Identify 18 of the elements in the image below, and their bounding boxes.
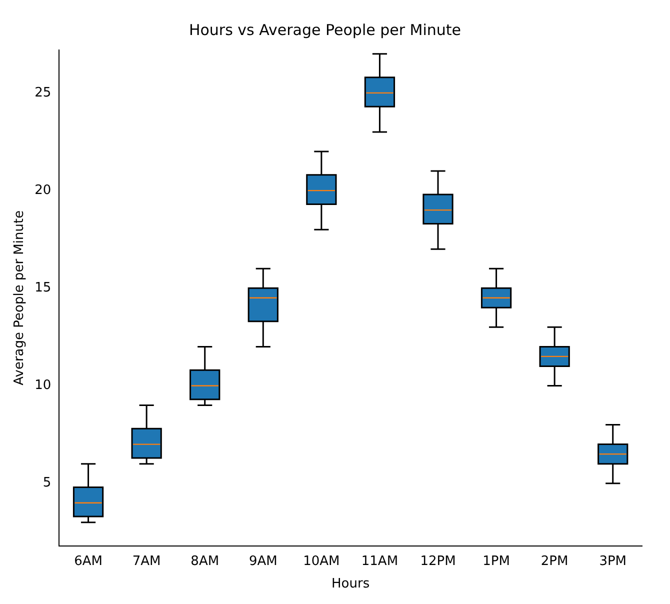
y-tick-label: 10 [34,378,52,394]
x-axis-title: Hours [332,576,370,592]
x-tick-label: 6AM [74,554,102,569]
chart-title: Hours vs Average People per Minute [188,20,462,39]
y-tick-label: 15 [34,280,52,296]
x-tick-label: 2PM [540,554,568,569]
x-tick-label: 10AM [303,554,340,569]
x-tick-label: 9AM [248,554,278,569]
x-tick-label: 11AM [361,554,398,569]
y-axis-title: Average People per Minute [12,210,28,386]
x-tick-label: 12PM [420,554,456,569]
x-tick-label: 1PM [482,554,510,569]
y-tick-label: 5 [42,476,52,491]
y-tick-label: 25 [34,85,52,100]
x-tick-label: 3PM [599,554,627,569]
y-tick-label: 20 [34,182,52,198]
x-tick-label: 8AM [190,554,220,569]
x-tick-label: 7AM [132,554,161,569]
